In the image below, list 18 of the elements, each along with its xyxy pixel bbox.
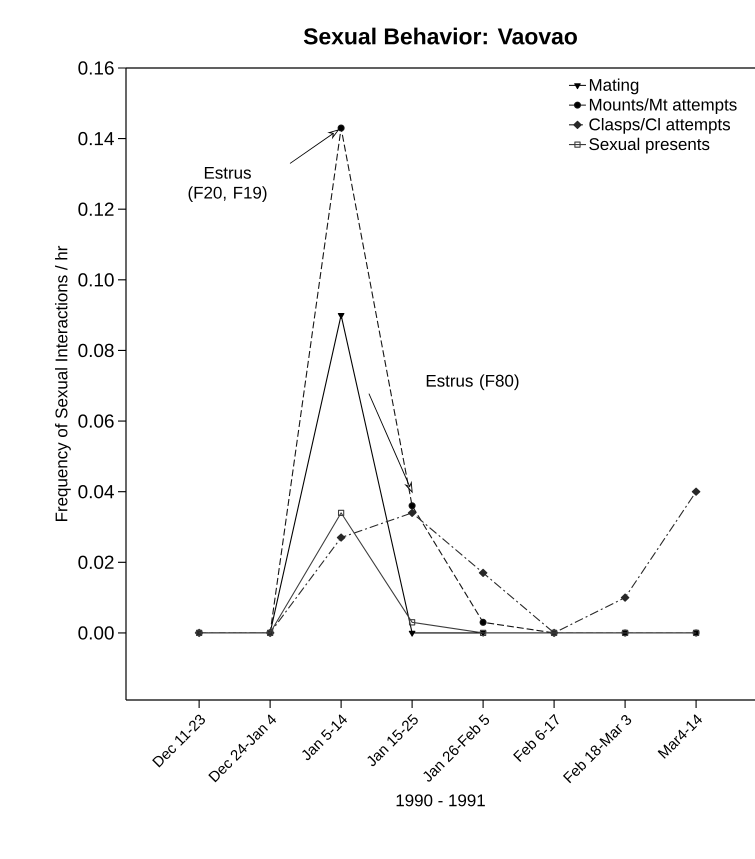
- y-tick-label: 0.14: [78, 132, 114, 146]
- chart-title: Sexual Behavior: Vaovao: [304, 28, 577, 44]
- y-tick-label: 0.04: [78, 484, 114, 498]
- annotation: Estrus (F80): [426, 374, 518, 390]
- legend-label: Mounts/Mt attempts: [590, 98, 737, 114]
- legend-label: Clasps/Cl attempts: [589, 118, 730, 134]
- legend-label: Mating: [590, 78, 638, 94]
- x-axis-title: 1990 - 1991: [396, 794, 485, 806]
- annotation: Estrus (F20, F19): [188, 166, 266, 202]
- y-tick-label: 0.00: [78, 626, 114, 640]
- y-tick-label: 0.02: [78, 556, 114, 569]
- y-tick-label: 0.10: [78, 273, 114, 287]
- y-tick-label: 0.12: [78, 202, 114, 216]
- y-tick-label: 0.16: [78, 61, 114, 75]
- y-axis-title: Frequency of Sexual Interactions / hr: [55, 246, 71, 521]
- legend-label: Sexual presents: [589, 138, 710, 154]
- y-tick-label: 0.06: [78, 414, 114, 428]
- y-tick-label: 0.08: [78, 344, 114, 358]
